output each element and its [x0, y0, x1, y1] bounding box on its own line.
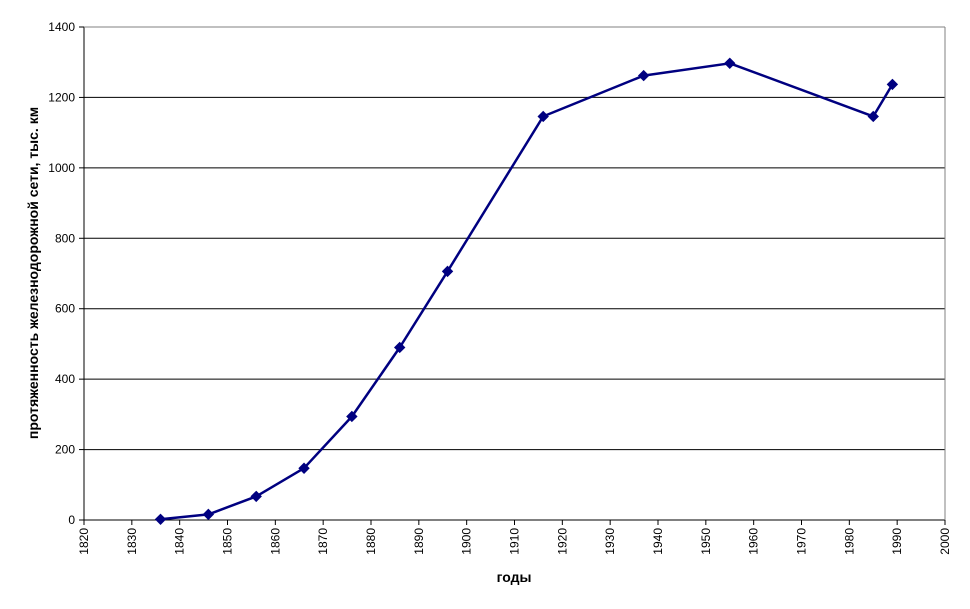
series-line: [160, 62, 894, 521]
data-point: [346, 410, 358, 423]
y-tick-label: 1000: [48, 161, 75, 175]
x-tick-label: 1870: [316, 528, 330, 555]
x-tick-label: 1950: [699, 528, 713, 555]
data-point: [637, 69, 650, 82]
x-tick-label: 1970: [795, 528, 809, 555]
x-tick-label: 1820: [77, 528, 91, 555]
x-tick-label: 1940: [651, 528, 665, 555]
x-tick-label: 1930: [603, 528, 617, 555]
x-tick-label: 1830: [125, 528, 139, 555]
y-tick-label: 800: [55, 231, 75, 245]
data-point: [441, 265, 454, 278]
data-point: [393, 341, 406, 354]
y-tick-label: 0: [68, 513, 75, 527]
data-point: [250, 490, 262, 503]
data-point: [867, 110, 879, 123]
data-point: [202, 508, 215, 521]
data-point: [154, 513, 167, 526]
x-axis-title: годы: [497, 569, 532, 585]
x-tick-label: 1980: [842, 528, 856, 555]
y-axis-title: протяженность железнодорожной сети, тыс.…: [25, 107, 41, 439]
x-tick-label: 1860: [268, 528, 282, 555]
y-ticks: 0 200 400 600 800 1000 1200 1400: [48, 20, 84, 527]
x-tick-label: 1990: [890, 528, 904, 555]
x-tick-label: 1840: [173, 528, 187, 555]
plot-area: [84, 27, 945, 520]
data-point: [298, 462, 310, 474]
x-tick-label: 2000: [938, 528, 952, 555]
x-tick-label: 1910: [508, 528, 522, 555]
data-point: [537, 110, 549, 123]
y-tick-label: 600: [55, 302, 75, 316]
x-tick-label: 1850: [221, 528, 235, 555]
x-tick-label: 1890: [412, 528, 426, 555]
y-tick-label: 1200: [48, 90, 75, 104]
x-tick-label: 1920: [555, 528, 569, 555]
x-tick-label: 1960: [747, 528, 761, 555]
x-tick-label: 1900: [460, 528, 474, 555]
x-tick-label: 1880: [364, 528, 378, 555]
data-point: [886, 78, 899, 91]
data-point: [724, 57, 736, 69]
y-tick-label: 1400: [48, 20, 75, 34]
y-tick-label: 400: [55, 372, 75, 386]
y-tick-label: 200: [55, 443, 75, 457]
series: [154, 57, 899, 526]
x-ticks: 1820 1830 1840 1850 1860 1870 1880 1890 1900 1910…: [77, 520, 952, 555]
